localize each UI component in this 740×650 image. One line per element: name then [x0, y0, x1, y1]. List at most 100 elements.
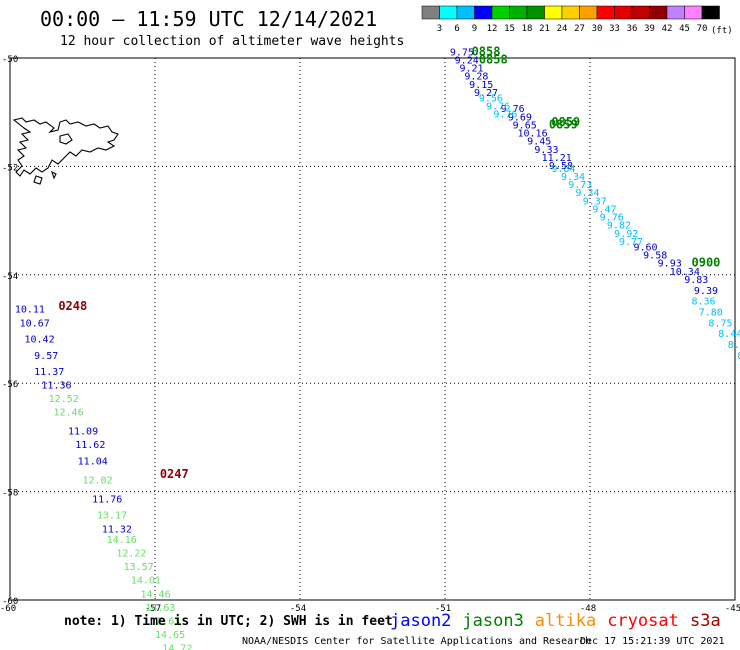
colorbar-swatch	[649, 5, 668, 20]
swh-label-jason2: 9.28	[464, 72, 488, 83]
colorbar-swatch	[701, 5, 720, 20]
swh-label-jason2: 9.60	[634, 242, 658, 253]
swh-label-jason3: 9.73	[568, 180, 592, 191]
swh-label-s3a: 13.57	[124, 562, 154, 573]
colorbar-tick: 27	[574, 24, 585, 34]
grid-lines	[10, 58, 735, 600]
swh-label-jason2: 9.58	[643, 251, 667, 262]
colorbar-tick: 36	[627, 24, 638, 34]
x-tick-label: -54	[290, 604, 306, 614]
swh-label-jason3: 9.37	[583, 196, 607, 207]
colorbar-tick: 45	[679, 24, 690, 34]
time-label: 0247	[160, 467, 189, 481]
swh-label-jason3: 8.06	[737, 351, 740, 362]
swh-label-jason2: 9.21	[460, 64, 484, 75]
y-tick-label: -58	[2, 489, 18, 499]
swh-label-jason2: 9.39	[694, 286, 718, 297]
colorbar-tick: 18	[522, 24, 533, 34]
plot-frame	[9, 57, 736, 601]
swh-label-jason3: 9.34	[561, 172, 585, 183]
swh-label-jason3: 9.56	[479, 93, 503, 104]
swh-label-jason2: 10.67	[20, 318, 50, 329]
swh-label-s3a: 14.65	[155, 630, 185, 641]
swh-label-jason2: 9.15	[469, 80, 493, 91]
y-tick-label: -56	[2, 380, 18, 390]
swh-label-jason3: 9.76	[493, 110, 517, 121]
swh-label-jason2: 9.45	[527, 137, 551, 148]
swh-label-jason2: 10.11	[15, 305, 45, 316]
colorbar-tick: 24	[557, 24, 568, 34]
swh-label-jason3: 8.36	[692, 297, 716, 308]
swh-label-jason2: 10.42	[25, 335, 55, 346]
time-label: 0859	[549, 117, 578, 131]
swh-label-s3a: 12.63	[150, 616, 180, 627]
y-tick-label: -60	[2, 597, 18, 607]
mission-jason2: jason2	[390, 611, 451, 631]
x-tick-label: -51	[435, 604, 451, 614]
swh-label-s3a: 14.01	[131, 576, 161, 587]
swh-label-jason2: 9.57	[34, 351, 58, 362]
swh-label-s3a: 14.72	[162, 643, 192, 650]
colorbar-swatch	[456, 5, 475, 20]
colorbar-tick: 3	[437, 24, 442, 34]
colorbar-tick: 12	[487, 24, 498, 34]
colorbar-swatch	[684, 5, 703, 20]
mission-jason3: jason3	[462, 611, 523, 631]
x-tick-label: -57	[145, 604, 161, 614]
colorbar-swatch	[579, 5, 598, 20]
swh-label-s3a: 14.63	[145, 603, 175, 614]
colorbar-swatch	[544, 5, 563, 20]
swh-label-jason3: 8.44	[718, 329, 740, 340]
swh-label-jason2: 9.24	[455, 55, 479, 66]
swh-label-jason2: 10.34	[670, 267, 700, 278]
coastline-falklands	[12, 117, 119, 185]
mission-altika: altika	[535, 611, 596, 631]
colorbar-swatch	[491, 5, 510, 20]
colorbar: 3 6 9 12 15 18 21 24 27 30 33 36 39 42 45 70	[421, 5, 720, 34]
swh-label-jason3: 7.80	[699, 307, 723, 318]
colorbar-swatch	[596, 5, 615, 20]
swh-label-jason3: 8.75	[708, 318, 732, 329]
y-tick-label: -52	[2, 163, 18, 173]
swh-label-jason2: 11.32	[102, 524, 132, 535]
colorbar-tick: 42	[662, 24, 673, 34]
axis-ticks: -60 -57 -54 -51 -48 -45 -50 -52 -54 -56 -58 -60	[0, 55, 740, 614]
footer-generated: Dec 17 15:21:39 UTC 2021	[580, 636, 725, 647]
time-label: 0248	[58, 299, 87, 313]
colorbar-swatch	[631, 5, 650, 20]
colorbar-swatch	[561, 5, 580, 20]
swh-label-jason2: 9.58	[549, 161, 573, 172]
swh-label-jason2: 9.65	[513, 120, 537, 131]
colorbar-tick: 15	[504, 24, 515, 34]
colorbar-swatch	[421, 5, 440, 20]
x-tick-label: -60	[0, 604, 16, 614]
swh-label-s3a: 13.17	[97, 511, 127, 522]
mission-s3a: s3a	[690, 611, 721, 631]
swh-label-jason2: 9.83	[684, 275, 708, 286]
swh-label-s3a: 12.46	[54, 408, 84, 419]
swh-label-jason2: 11.21	[542, 153, 572, 164]
swh-label-jason2: 10.16	[518, 129, 548, 140]
y-tick-label: -54	[2, 272, 18, 282]
swh-label-jason2: 9.33	[534, 145, 558, 156]
swh-label-jason2: 9.76	[501, 104, 525, 115]
swh-label-jason2: 11.62	[75, 440, 105, 451]
colorbar-swatch	[526, 5, 545, 20]
time-label: 0858	[479, 52, 508, 66]
colorbar-tick: 6	[454, 24, 459, 34]
swh-label-jason2: 11.09	[68, 427, 98, 438]
mission-cryosat: cryosat	[607, 611, 679, 631]
time-label: 0859	[551, 115, 580, 129]
colorbar-swatch	[509, 5, 528, 20]
time-label: 0858	[472, 44, 501, 58]
colorbar-tick: 21	[539, 24, 550, 34]
mission-legend: jason2 jason3 altika cryosat s3a	[390, 611, 721, 631]
swh-label-jason2: 9.75	[450, 47, 474, 58]
colorbar-unit: (ft)	[711, 26, 733, 36]
swh-label-jason3: 9.47	[592, 204, 616, 215]
x-tick-label: -48	[580, 604, 596, 614]
footer-note: note: 1) Time is in UTC; 2) SWH is in fe…	[64, 614, 393, 629]
